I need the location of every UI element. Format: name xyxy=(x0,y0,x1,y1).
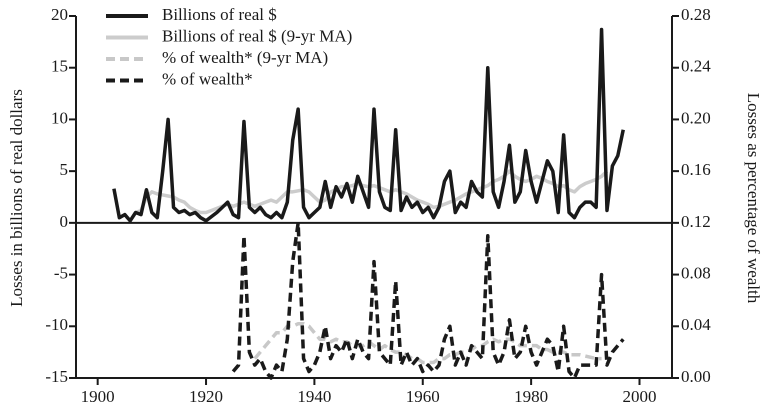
x-tick-label: 1920 xyxy=(189,387,223,406)
series-line xyxy=(112,27,625,223)
legend-label: Billions of real $ xyxy=(162,5,277,24)
y-axis-title: Losses in billions of real dollars xyxy=(7,89,26,307)
x-tick-label: 2000 xyxy=(622,387,656,406)
legend-label: Billions of real $ (9-yr MA) xyxy=(162,26,352,45)
x-tick-label: 1980 xyxy=(514,387,548,406)
y-tick-label: -15 xyxy=(45,367,68,386)
y2-axis-title: Losses as percentage of wealth xyxy=(744,93,763,304)
y-tick-label: 0 xyxy=(60,212,69,231)
y-tick-label: 10 xyxy=(51,108,68,127)
y2-tick-label: 0.08 xyxy=(681,263,711,282)
y2-tick-label: 0.12 xyxy=(681,212,711,231)
y-tick-label: -5 xyxy=(54,263,68,282)
y-tick-label: 15 xyxy=(51,57,68,76)
y2-tick-label: 0.00 xyxy=(681,367,711,386)
y2-tick-label: 0.24 xyxy=(681,57,711,76)
x-tick-label: 1900 xyxy=(81,387,115,406)
legend-label: % of wealth* xyxy=(162,69,253,88)
series-line xyxy=(231,221,625,380)
y2-tick-label: 0.04 xyxy=(681,315,711,334)
x-tick-label: 1940 xyxy=(297,387,331,406)
legend-label: % of wealth* (9-yr MA) xyxy=(162,48,328,67)
y2-tick-label: 0.20 xyxy=(681,108,711,127)
y2-tick-label: 0.16 xyxy=(681,160,711,179)
y-tick-label: 20 xyxy=(51,5,68,24)
y2-tick-label: 0.28 xyxy=(681,5,711,24)
y-tick-label: -10 xyxy=(45,315,68,334)
y-tick-label: 5 xyxy=(60,160,69,179)
series-line xyxy=(253,321,602,365)
x-tick-label: 1960 xyxy=(406,387,440,406)
